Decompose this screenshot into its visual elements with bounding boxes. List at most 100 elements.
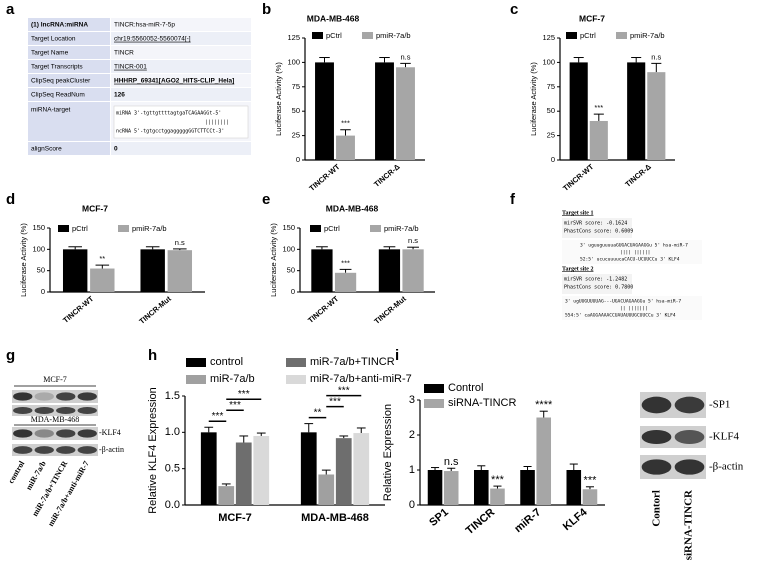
y-tick-label: 0 bbox=[296, 155, 300, 164]
significance-label: *** bbox=[338, 385, 350, 396]
legend-swatch bbox=[566, 32, 577, 39]
table-label: Target Transcripts bbox=[31, 64, 83, 71]
y-tick-label: 100 bbox=[32, 244, 45, 253]
y-tick-label: 3 bbox=[409, 394, 415, 406]
alignment-box bbox=[113, 105, 249, 139]
blot-band bbox=[77, 429, 97, 438]
bar bbox=[336, 135, 355, 160]
blot-membrane bbox=[12, 405, 98, 416]
score-box bbox=[562, 274, 632, 294]
bar bbox=[490, 488, 505, 505]
blot-band bbox=[674, 429, 705, 445]
lane-label: control bbox=[6, 459, 26, 485]
bar bbox=[253, 435, 270, 505]
table-label: (1) lncRNA:miRNA bbox=[31, 22, 88, 29]
legend-label: siRNA-TINCR bbox=[448, 397, 516, 409]
score-line: PhastCons score: 0.7800 bbox=[564, 285, 633, 291]
bar bbox=[647, 72, 666, 160]
y-tick-label: 1.5 bbox=[165, 390, 180, 402]
y-tick-label: 75 bbox=[292, 82, 300, 91]
table-cell bbox=[28, 18, 110, 31]
y-tick-label: 1 bbox=[409, 464, 415, 476]
band-label: -KLF4 bbox=[709, 431, 739, 443]
blot-band bbox=[77, 406, 97, 415]
table-value: TINCR-001 bbox=[114, 64, 147, 71]
bar bbox=[402, 249, 424, 292]
cell-line-label: MDA-MB-468 bbox=[31, 415, 79, 424]
panel-letter: h bbox=[148, 347, 157, 364]
score-box bbox=[562, 218, 632, 238]
bar bbox=[235, 442, 252, 505]
table-value: HHHRP_69341[AGO2_HITS-CLIP_Hela] bbox=[114, 78, 234, 85]
bar bbox=[334, 272, 357, 292]
bar bbox=[62, 249, 88, 292]
significance-label: *** bbox=[594, 103, 603, 112]
site-title: Target site 2 bbox=[562, 266, 593, 272]
legend-label: pmiR-7a/b bbox=[630, 31, 665, 40]
y-tick-label: 50 bbox=[547, 106, 555, 115]
x-tick-label: MDA-MB-468 bbox=[301, 512, 369, 524]
legend-swatch bbox=[310, 225, 321, 232]
chart-title: MDA-MB-468 bbox=[307, 13, 360, 23]
legend-swatch bbox=[186, 375, 206, 384]
table-cell bbox=[28, 142, 110, 155]
bar bbox=[627, 62, 646, 160]
legend-swatch bbox=[424, 399, 444, 408]
y-axis-label: Relative Expression bbox=[382, 404, 394, 501]
blot-band bbox=[641, 429, 672, 445]
table-cell bbox=[111, 60, 251, 73]
blot-band bbox=[641, 396, 672, 414]
bar bbox=[589, 120, 608, 160]
x-tick-label: TINCR-WT bbox=[61, 294, 96, 325]
x-tick-label: SP1 bbox=[427, 506, 451, 529]
table-label: Target Name bbox=[31, 50, 69, 57]
blot-band bbox=[674, 459, 705, 475]
y-axis-label: Luciferase Activity (%) bbox=[529, 62, 538, 136]
legend-swatch bbox=[616, 32, 627, 39]
x-tick-label: TINCR-Δ bbox=[372, 162, 402, 189]
legend-label: control bbox=[210, 356, 243, 368]
legend-label: miR-7a/b bbox=[210, 373, 255, 385]
significance-label: n.s bbox=[175, 238, 185, 247]
blot-membrane bbox=[12, 444, 98, 456]
significance-label: *** bbox=[238, 389, 250, 400]
table-label: ClipSeq peakCluster bbox=[31, 78, 91, 85]
y-axis-label: Luciferase Activity (%) bbox=[274, 62, 283, 136]
legend-swatch bbox=[118, 225, 129, 232]
x-tick-label: miR-7 bbox=[512, 506, 543, 535]
lane-label: miR-7a/b+anti-miR-7 bbox=[46, 459, 91, 527]
table-cell bbox=[28, 32, 110, 45]
x-tick-label: TINCR-WT bbox=[306, 294, 341, 325]
y-tick-label: 0 bbox=[409, 499, 415, 511]
y-tick-label: 100 bbox=[542, 57, 555, 66]
table-label: miRNA-target bbox=[31, 107, 71, 114]
cell-line-label: MCF-7 bbox=[43, 375, 67, 384]
blot-band bbox=[77, 392, 97, 401]
significance-label: *** bbox=[341, 119, 350, 128]
significance-label: *** bbox=[212, 411, 224, 422]
y-tick-label: 75 bbox=[547, 82, 555, 91]
bar bbox=[90, 268, 115, 292]
legend-label: pCtrl bbox=[324, 224, 340, 233]
lane-label: siRNA-TINCR bbox=[683, 489, 695, 560]
y-tick-label: 2 bbox=[409, 429, 415, 441]
y-tick-label: 150 bbox=[282, 223, 295, 232]
bar bbox=[353, 433, 370, 505]
significance-label: n.s bbox=[444, 456, 459, 468]
chart-title: MDA-MB-468 bbox=[326, 203, 379, 213]
y-tick-label: 125 bbox=[542, 33, 555, 42]
x-tick-label: TINCR bbox=[464, 506, 498, 537]
table-cell bbox=[111, 88, 251, 101]
table-cell bbox=[111, 32, 251, 45]
alignment-line: |||| |||||| bbox=[620, 250, 650, 256]
bar bbox=[569, 62, 588, 160]
table-cell bbox=[28, 74, 110, 87]
alignment-box bbox=[562, 296, 702, 320]
bar bbox=[396, 67, 415, 160]
significance-label: *** bbox=[229, 400, 241, 411]
legend-swatch bbox=[370, 225, 381, 232]
y-tick-label: 1.0 bbox=[165, 426, 180, 438]
table-label: alignScore bbox=[31, 146, 62, 153]
blot-band bbox=[56, 406, 76, 415]
y-tick-label: 50 bbox=[37, 266, 45, 275]
